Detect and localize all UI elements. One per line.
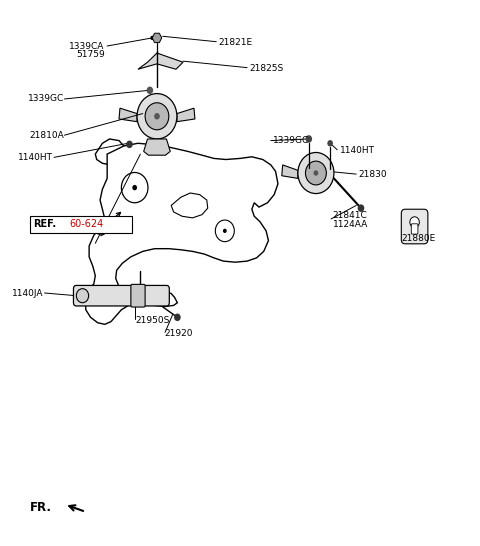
Text: 1140JA: 1140JA [12, 289, 43, 298]
Text: 60-624: 60-624 [69, 219, 104, 229]
Circle shape [150, 35, 154, 40]
Circle shape [298, 152, 334, 193]
Text: 1339CA: 1339CA [70, 41, 105, 51]
Circle shape [223, 229, 227, 233]
Text: 1339GC: 1339GC [28, 94, 64, 104]
FancyBboxPatch shape [411, 224, 418, 234]
Text: 21825S: 21825S [250, 64, 284, 73]
Polygon shape [282, 165, 298, 179]
Text: 21810A: 21810A [30, 130, 64, 140]
Text: 1124AA: 1124AA [333, 220, 368, 229]
Polygon shape [138, 53, 183, 69]
Circle shape [216, 220, 234, 242]
Text: 21920: 21920 [164, 329, 192, 338]
Text: FR.: FR. [30, 501, 52, 513]
Circle shape [313, 170, 318, 176]
Text: REF.: REF. [34, 219, 57, 229]
Circle shape [358, 204, 364, 212]
Circle shape [132, 185, 137, 191]
Polygon shape [96, 139, 124, 165]
Circle shape [410, 217, 420, 228]
Circle shape [305, 135, 312, 143]
Circle shape [145, 103, 169, 130]
Text: 1140HT: 1140HT [18, 153, 53, 162]
Circle shape [78, 291, 87, 300]
Text: 1339GC: 1339GC [273, 136, 310, 145]
FancyBboxPatch shape [131, 284, 145, 307]
Circle shape [121, 173, 148, 203]
Text: 51759: 51759 [76, 50, 105, 59]
Text: 21880E: 21880E [401, 234, 435, 244]
Circle shape [174, 313, 180, 321]
Text: 21841C: 21841C [333, 211, 367, 219]
Circle shape [137, 93, 177, 139]
Circle shape [76, 289, 89, 302]
Text: 21830: 21830 [359, 170, 387, 179]
Polygon shape [144, 139, 170, 155]
Circle shape [146, 87, 153, 94]
Text: 21821E: 21821E [219, 38, 253, 47]
FancyBboxPatch shape [401, 209, 428, 244]
Text: 21950S: 21950S [136, 316, 170, 324]
Polygon shape [152, 33, 162, 43]
Polygon shape [177, 108, 195, 122]
Circle shape [305, 161, 326, 185]
Polygon shape [85, 143, 278, 324]
FancyBboxPatch shape [30, 216, 132, 233]
Circle shape [154, 113, 160, 120]
Polygon shape [119, 108, 137, 122]
Circle shape [327, 140, 333, 146]
Polygon shape [171, 193, 208, 218]
Circle shape [126, 140, 133, 148]
Text: 1140HT: 1140HT [340, 146, 374, 155]
FancyBboxPatch shape [73, 286, 169, 306]
